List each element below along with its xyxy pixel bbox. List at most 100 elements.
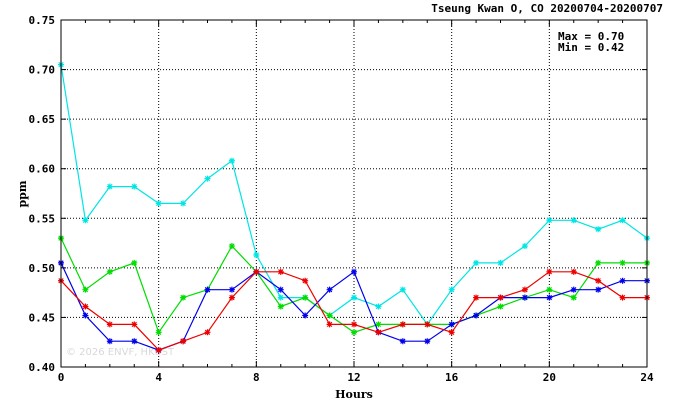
data-point <box>302 277 309 284</box>
x-axis-label: Hours <box>335 388 373 401</box>
data-point <box>546 286 553 293</box>
data-point <box>228 286 235 293</box>
min-label: Min = 0.42 <box>558 41 624 54</box>
data-point <box>375 321 382 328</box>
data-point <box>497 303 504 310</box>
y-axis-label: ppm <box>16 180 29 207</box>
data-point <box>131 321 138 328</box>
data-point <box>424 338 431 345</box>
data-point <box>82 217 89 224</box>
grid <box>61 20 647 367</box>
data-point <box>570 268 577 275</box>
y-tick-label: 0.70 <box>29 64 56 77</box>
data-point <box>106 268 113 275</box>
data-point <box>546 294 553 301</box>
data-point <box>277 303 284 310</box>
data-point <box>619 277 626 284</box>
x-tick-label: 20 <box>543 371 556 384</box>
data-point <box>619 294 626 301</box>
data-point <box>546 217 553 224</box>
y-tick-label: 0.65 <box>29 113 56 126</box>
data-point <box>595 226 602 233</box>
data-point <box>351 329 357 336</box>
x-tick-label: 8 <box>253 371 260 384</box>
data-point <box>228 157 235 164</box>
data-point <box>546 268 553 275</box>
data-point <box>351 268 357 275</box>
data-point <box>131 259 138 266</box>
data-point <box>82 286 89 293</box>
y-tick-label: 0.40 <box>29 361 56 374</box>
data-point <box>521 243 528 250</box>
data-point <box>302 294 309 301</box>
data-point <box>82 303 89 310</box>
data-point <box>228 294 235 301</box>
data-point <box>180 338 187 345</box>
data-point <box>277 268 284 275</box>
data-point <box>228 243 235 250</box>
data-point <box>521 294 528 301</box>
data-point <box>595 277 602 284</box>
data-point <box>204 329 211 336</box>
data-point <box>570 294 577 301</box>
data-point <box>497 294 504 301</box>
x-tick-label: 24 <box>640 371 654 384</box>
x-tick-label: 0 <box>58 371 65 384</box>
x-tick-label: 16 <box>445 371 459 384</box>
data-point <box>473 312 480 319</box>
data-point <box>448 286 455 293</box>
data-point <box>595 286 602 293</box>
data-point <box>351 294 357 301</box>
x-tick-label: 12 <box>347 371 360 384</box>
data-point <box>180 200 187 207</box>
data-point <box>375 329 382 336</box>
data-point <box>570 217 577 224</box>
data-point <box>204 175 211 182</box>
data-point <box>131 183 138 190</box>
data-point <box>448 321 455 328</box>
data-point <box>106 321 113 328</box>
data-point <box>399 321 406 328</box>
data-point <box>473 259 480 266</box>
data-point <box>155 347 162 354</box>
data-point <box>155 329 162 336</box>
data-point <box>375 303 382 310</box>
y-tick-label: 0.55 <box>29 212 56 225</box>
data-point <box>302 312 309 319</box>
data-point <box>326 286 333 293</box>
data-point <box>351 321 357 328</box>
data-point <box>619 217 626 224</box>
series-layer <box>58 61 650 354</box>
data-point <box>180 294 187 301</box>
data-point <box>448 329 455 336</box>
chart-title: Tseung Kwan O, CO 20200704-20200707 <box>431 2 663 15</box>
y-tick-label: 0.60 <box>29 163 56 176</box>
data-point <box>595 259 602 266</box>
data-point <box>473 294 480 301</box>
data-point <box>253 268 260 275</box>
data-point <box>155 200 162 207</box>
data-point <box>497 259 504 266</box>
x-tick-label: 4 <box>155 371 162 384</box>
data-point <box>521 286 528 293</box>
data-point <box>399 338 406 345</box>
y-tick-label: 0.75 <box>29 14 56 27</box>
max-label: Max = 0.70 <box>558 30 624 43</box>
data-point <box>253 251 260 258</box>
data-point <box>326 321 333 328</box>
y-tick-label: 0.45 <box>29 311 56 324</box>
axis-ticks: 0.40 0.45 0.50 0.55 0.60 0.65 0.70 0.75 0 4 8 12 16 2… <box>29 14 654 384</box>
data-point <box>399 286 406 293</box>
data-point <box>277 294 284 301</box>
data-point <box>570 286 577 293</box>
data-point <box>424 321 431 328</box>
data-point <box>131 338 138 345</box>
data-point <box>619 259 626 266</box>
y-tick-label: 0.50 <box>29 262 56 275</box>
data-point <box>106 338 113 345</box>
data-point <box>82 312 89 319</box>
watermark-text: © 2026 ENVF, HKUST <box>66 347 175 358</box>
data-point <box>277 286 284 293</box>
data-point <box>106 183 113 190</box>
